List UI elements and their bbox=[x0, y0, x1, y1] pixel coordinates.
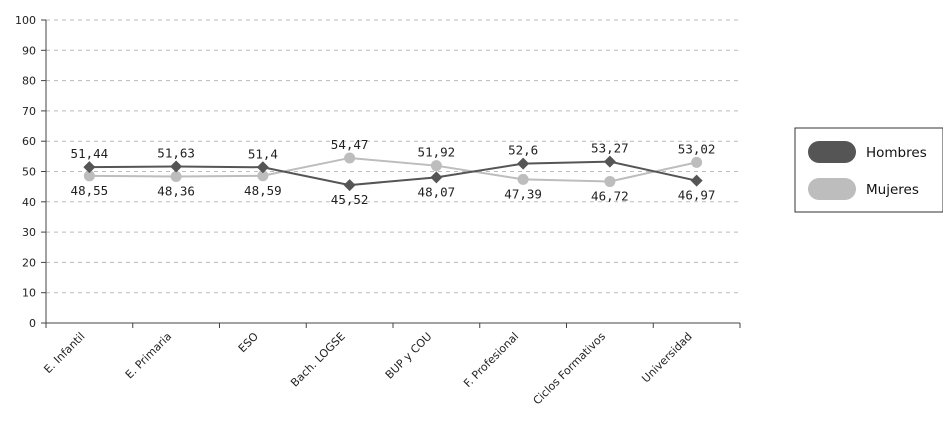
data-label-mujeres: 48,36 bbox=[157, 183, 195, 198]
y-tick-label: 60 bbox=[22, 135, 36, 148]
series-line-mujeres bbox=[89, 156, 697, 183]
data-point-hombres bbox=[603, 155, 616, 168]
data-point-hombres bbox=[83, 161, 96, 174]
data-label-hombres: 46,97 bbox=[678, 188, 716, 203]
data-label-hombres: 51,4 bbox=[248, 146, 278, 161]
data-point-hombres bbox=[170, 160, 183, 173]
y-tick-label: 30 bbox=[22, 226, 36, 239]
data-label-mujeres: 46,72 bbox=[591, 188, 629, 203]
y-tick-label: 50 bbox=[22, 166, 36, 179]
data-point-mujeres bbox=[430, 160, 442, 172]
x-tick-label: E. Infantil bbox=[41, 330, 87, 376]
y-tick-label: 0 bbox=[29, 317, 36, 330]
data-point-hombres bbox=[343, 179, 356, 192]
data-label-hombres: 52,6 bbox=[508, 143, 538, 158]
data-label-hombres: 48,07 bbox=[418, 184, 456, 199]
data-point-mujeres bbox=[170, 170, 182, 182]
legend-swatch-mujeres bbox=[808, 178, 856, 200]
data-point-mujeres bbox=[604, 175, 616, 187]
data-label-hombres: 51,44 bbox=[71, 146, 109, 161]
data-label-hombres: 53,27 bbox=[591, 141, 629, 156]
data-label-mujeres: 48,55 bbox=[71, 183, 109, 198]
data-label-mujeres: 54,47 bbox=[331, 137, 369, 152]
data-point-hombres bbox=[256, 161, 269, 174]
data-point-hombres bbox=[690, 174, 703, 187]
data-label-mujeres: 53,02 bbox=[678, 141, 716, 156]
legend-label-mujeres: Mujeres bbox=[866, 182, 919, 198]
y-tick-label: 20 bbox=[22, 256, 36, 269]
y-axis-ticks: 0 10 20 30 40 50 60 70 80 90 100 bbox=[15, 14, 46, 330]
y-tick-label: 40 bbox=[22, 196, 36, 209]
y-tick-label: 10 bbox=[22, 287, 36, 300]
data-label-mujeres: 51,92 bbox=[418, 145, 456, 160]
y-tick-label: 90 bbox=[22, 44, 36, 57]
y-tick-label: 70 bbox=[22, 105, 36, 118]
data-labels: 51,44 51,63 51,4 45,52 48,07 52,6 53,27 46,97 48… bbox=[71, 137, 716, 207]
data-label-hombres: 51,63 bbox=[157, 146, 195, 161]
x-tick-label: E. Primaria bbox=[123, 330, 174, 381]
data-point-mujeres bbox=[257, 170, 269, 182]
legend-label-hombres: Hombres bbox=[866, 145, 927, 161]
x-tick-label: Ciclos Formativos bbox=[531, 330, 609, 408]
data-point-mujeres bbox=[691, 156, 703, 168]
data-point-hombres bbox=[517, 157, 530, 170]
data-point-mujeres bbox=[83, 170, 95, 182]
y-tick-label: 100 bbox=[15, 14, 36, 27]
x-tick-label: Universidad bbox=[639, 330, 694, 385]
x-tick-label: BUP y COU bbox=[383, 330, 435, 382]
x-tick-label: Bach. LOGSE bbox=[288, 330, 348, 390]
legend: Hombres Mujeres bbox=[794, 127, 943, 213]
data-label-mujeres: 47,39 bbox=[504, 186, 542, 201]
x-tick-label: ESO bbox=[236, 330, 261, 355]
data-label-hombres: 45,52 bbox=[331, 192, 369, 207]
data-label-mujeres: 48,59 bbox=[244, 183, 282, 198]
data-point-mujeres bbox=[517, 173, 529, 185]
y-tick-label: 80 bbox=[22, 75, 36, 88]
series bbox=[83, 152, 703, 192]
x-tick-label: F. Profesional bbox=[461, 330, 521, 390]
legend-swatch-hombres bbox=[808, 141, 856, 163]
data-point-mujeres bbox=[344, 152, 356, 164]
x-axis-ticks: E. Infantil E. Primaria ESO Bach. LOGSE BUP … bbox=[41, 323, 741, 408]
series-line-hombres bbox=[89, 160, 697, 187]
data-point-hombres bbox=[430, 171, 443, 184]
gridlines bbox=[46, 19, 740, 294]
